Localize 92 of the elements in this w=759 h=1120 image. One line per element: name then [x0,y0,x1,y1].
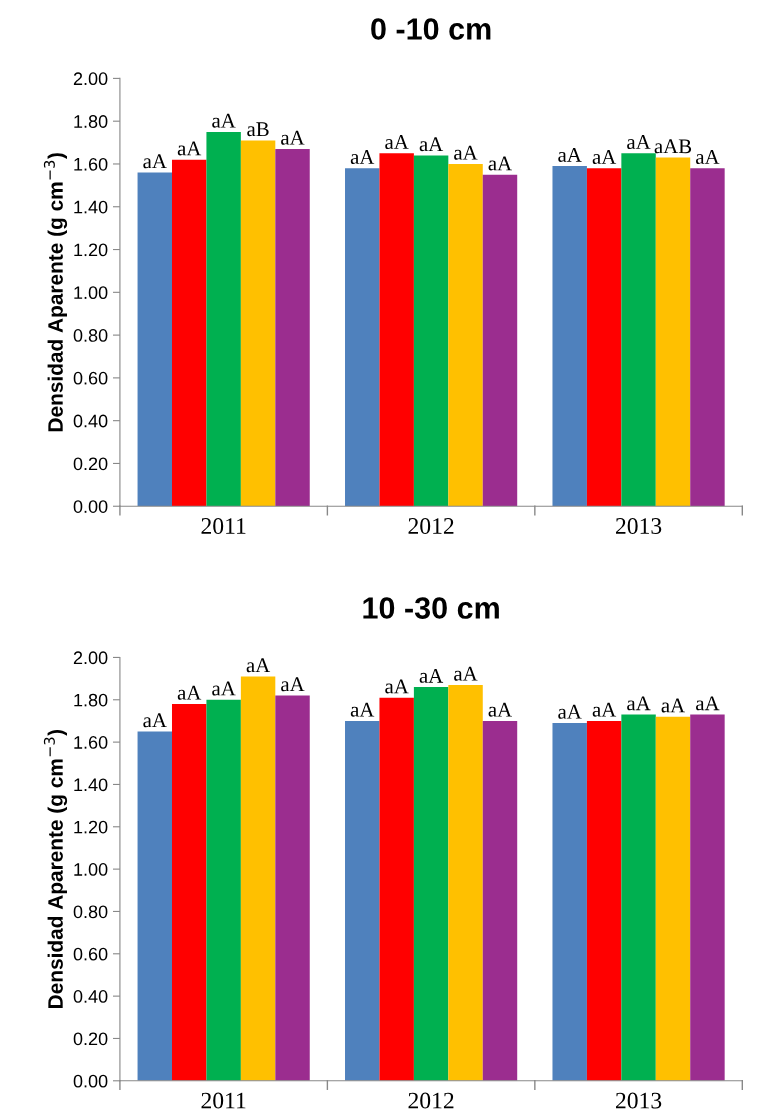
data-label: aA [419,668,444,683]
y-axis-title: Densidad Aparente (g cm$^{−3}$) [43,153,68,432]
data-label: aA [592,702,617,717]
bar [621,153,656,507]
y-tick-label: 0.20 [73,457,108,471]
bar [240,676,276,1081]
y-tick-label: 1.80 [74,115,108,128]
data-label: aA [177,685,202,700]
bar [275,695,310,1081]
data-label: aA [488,156,512,171]
data-label: aA [696,150,720,165]
y-tick-label: 2.00 [73,651,108,665]
bar [345,720,380,1081]
data-label: aAB [654,139,692,154]
y-tick-label: 1.40 [74,778,108,792]
data-label: aA [592,150,617,165]
bar [621,714,656,1081]
bar [206,131,241,507]
bar [137,172,172,507]
bar [586,720,622,1081]
x-tick-label: 2012 [408,518,454,534]
y-tick-label: 1.20 [74,820,108,834]
y-axis-title: Densidad Aparente (g cm$^{−3}$) [43,729,68,1008]
bar [275,148,310,507]
data-label: aA [143,713,167,728]
bar [413,155,449,507]
x-tick-label: 2011 [201,1092,246,1109]
data-label: aA [350,702,375,717]
data-label: aA [281,677,305,692]
data-label: aA [143,154,167,169]
data-label: aA [212,681,236,696]
y-tick-label: 1.60 [74,736,108,749]
data-label: aA [488,702,512,717]
data-label: aA [385,679,409,694]
x-tick-label: 2012 [408,1092,454,1109]
y-tick-label: 1.00 [74,863,108,876]
x-tick-label: 2013 [616,1092,662,1109]
y-tick-label: 0.20 [73,1032,108,1046]
bar [206,699,241,1081]
bar [690,714,725,1081]
data-label: aA [177,141,202,156]
y-tick-label: 0.00 [73,500,108,513]
y-tick-label: 1.40 [74,200,108,214]
bar [413,687,449,1081]
y-tick-label: 1.60 [74,157,108,171]
bar [586,168,622,507]
y-tick-label: 1.20 [74,243,108,257]
bar [482,174,518,507]
data-label: aB [247,122,269,137]
data-label: aA [281,130,305,145]
data-label: aA [454,145,478,160]
x-tick-label: 2013 [616,518,662,534]
y-tick-label: 0.80 [73,905,108,919]
data-label: aA [246,658,271,673]
chart-title: 10 -30 cm [363,597,499,619]
bar [552,166,587,507]
data-label: aA [558,704,582,719]
data-label: aA [385,135,409,150]
bar [379,697,414,1081]
y-tick-label: 0.60 [73,371,108,385]
bar [482,720,518,1081]
data-label: aA [627,135,651,150]
y-tick-label: 1.00 [74,286,108,300]
data-label: aA [454,666,478,681]
data-label: aA [212,113,236,128]
bar [345,168,380,507]
x-tick-label: 2011 [201,518,246,534]
bar [655,716,691,1081]
y-tick-label: 0.80 [73,329,108,342]
chart-title: 0 -10 cm [371,18,491,40]
y-tick-label: 1.80 [74,693,108,707]
bar [448,163,483,507]
bar [552,723,587,1081]
data-label: aA [661,698,685,713]
bar [655,157,691,507]
y-tick-label: 2.00 [73,72,108,86]
bar [240,140,276,507]
bar [379,153,414,507]
data-label: aA [627,696,651,711]
bar [448,684,483,1081]
data-label: aA [350,150,375,165]
bar [690,168,725,507]
data-label: aA [419,137,444,152]
bar [171,704,207,1081]
bar [137,731,172,1081]
data-label: aA [696,696,720,711]
y-tick-label: 0.40 [73,414,108,428]
y-tick-label: 0.60 [73,947,108,961]
bar [171,159,207,507]
data-label: aA [558,147,582,162]
y-tick-label: 0.00 [73,1074,108,1088]
y-tick-label: 0.40 [73,990,108,1003]
